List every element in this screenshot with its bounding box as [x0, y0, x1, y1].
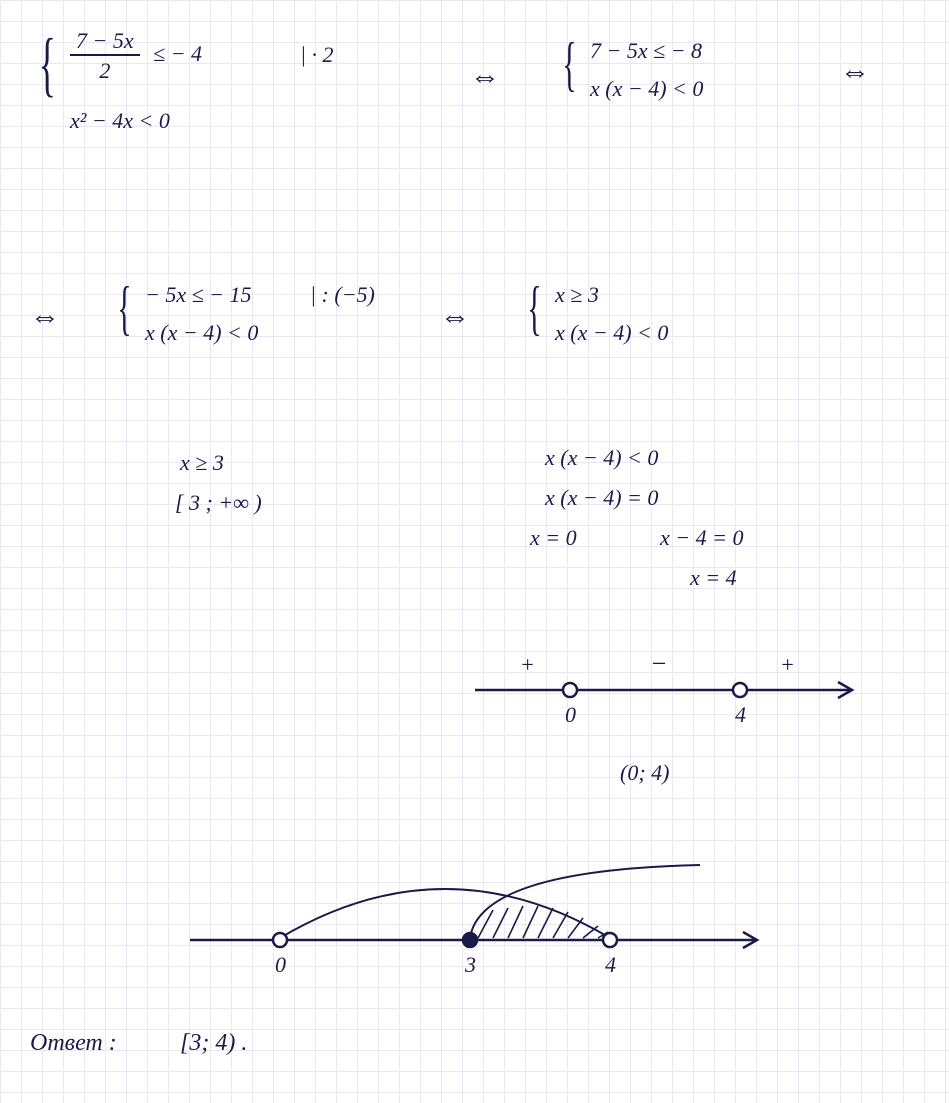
brace-step2: {	[562, 34, 576, 94]
sign-interval: (0; 4)	[620, 760, 669, 786]
left-branch-l1: x ≥ 3	[180, 450, 224, 476]
final-line-diagram: 0 3 4	[180, 830, 780, 990]
final-point-0	[273, 933, 287, 947]
right-branch-l2: x (x − 4) = 0	[545, 485, 658, 511]
step2-eq2: x (x − 4) < 0	[590, 76, 703, 102]
step4-eq1: x ≥ 3	[555, 282, 599, 308]
answer-label: Ответ :	[30, 1030, 117, 1057]
frac-num: 7 − 5x	[70, 28, 140, 56]
step3-eq1: − 5x ≤ − 15	[145, 282, 252, 308]
step1-eq1: 7 − 5x 2 ≤ − 4	[70, 28, 202, 84]
step3-eq2: x (x − 4) < 0	[145, 320, 258, 346]
right-branch-l1: x (x − 4) < 0	[545, 445, 658, 471]
answer-value: [3; 4) .	[180, 1030, 247, 1057]
iff-1: ⇔	[470, 60, 498, 94]
final-point-4	[603, 933, 617, 947]
final-label-3: 3	[464, 952, 476, 977]
final-label-4: 4	[605, 952, 616, 977]
iff-3: ⇔	[30, 300, 58, 334]
final-point-3	[463, 933, 477, 947]
step1-eq1-rhs: ≤ − 4	[153, 41, 202, 66]
hatching	[478, 906, 608, 938]
left-branch-l2: [ 3 ; +∞ )	[175, 490, 262, 516]
sign-minus: −	[650, 649, 668, 678]
sign-label-0: 0	[565, 702, 576, 727]
frac-den: 2	[70, 56, 140, 84]
sign-label-4: 4	[735, 702, 746, 727]
step1-eq2: x² − 4x < 0	[70, 108, 170, 134]
sign-plus-left: +	[520, 652, 535, 677]
sign-line-diagram: + − + 0 4	[470, 640, 870, 750]
step1-eq1-op: | · 2	[300, 42, 334, 68]
step3-eq1-op: | : (−5)	[310, 282, 375, 308]
sign-plus-right: +	[780, 652, 795, 677]
right-branch-l3a: x = 0	[530, 525, 577, 551]
brace-step3: {	[117, 278, 131, 338]
right-branch-l4: x = 4	[690, 565, 737, 591]
final-label-0: 0	[275, 952, 286, 977]
iff-2: ⇔	[840, 55, 868, 89]
right-branch-l3b: x − 4 = 0	[660, 525, 743, 551]
step4-eq2: x (x − 4) < 0	[555, 320, 668, 346]
brace-step1: {	[39, 28, 56, 100]
step2-eq1: 7 − 5x ≤ − 8	[590, 38, 702, 64]
brace-step4: {	[527, 278, 541, 338]
iff-4: ⇔	[440, 300, 468, 334]
